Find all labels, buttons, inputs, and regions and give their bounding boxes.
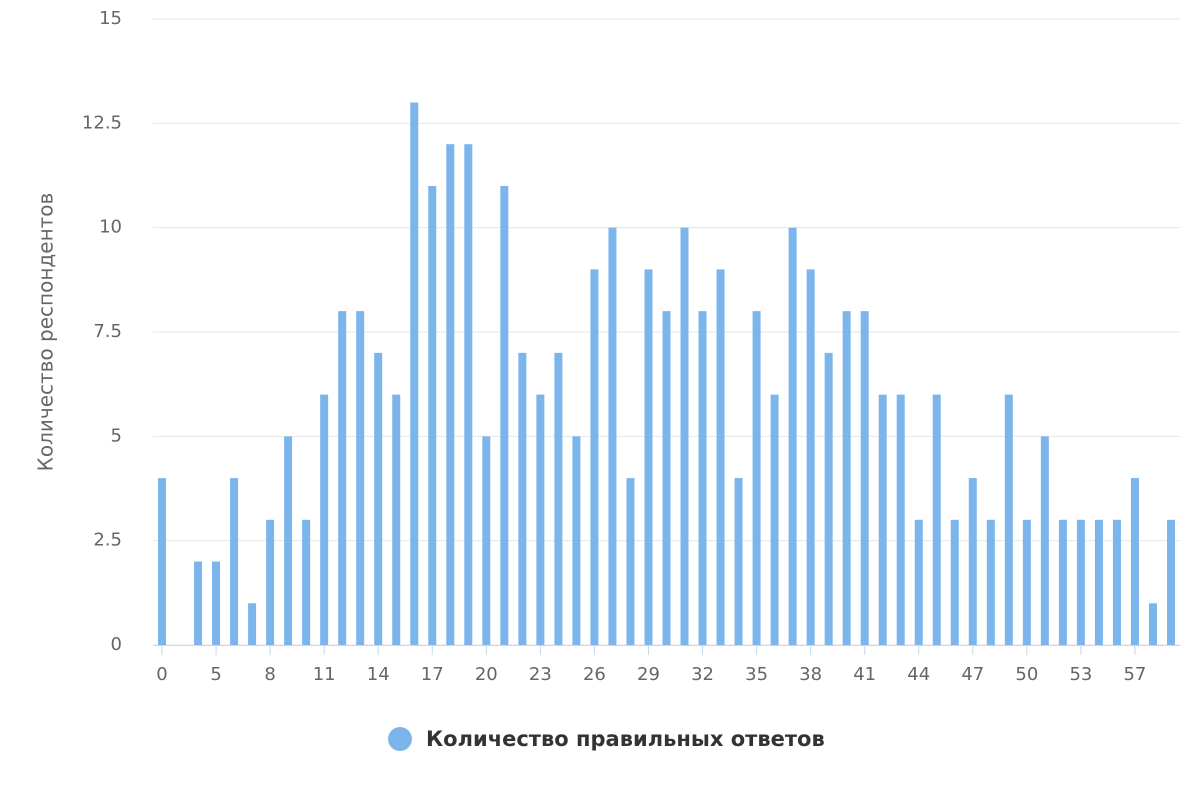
bar: [1022, 519, 1031, 645]
y-tick-label: 2.5: [93, 530, 122, 551]
bar: [1130, 478, 1139, 645]
bar: [752, 311, 761, 645]
bar: [1040, 436, 1049, 645]
bar: [266, 519, 275, 645]
bar: [950, 519, 959, 645]
y-tick-label: 10: [99, 217, 122, 238]
bar: [536, 394, 545, 645]
bar: [716, 269, 725, 645]
x-tick-label: 44: [907, 664, 930, 685]
bar: [626, 478, 635, 645]
x-tick-label: 53: [1069, 664, 1092, 685]
bar: [1112, 519, 1121, 645]
bar: [158, 478, 166, 645]
bar: [1148, 603, 1157, 645]
bar: [302, 519, 311, 645]
bar: [680, 227, 689, 645]
bar: [842, 311, 851, 645]
bar: [968, 478, 977, 645]
bar: [518, 352, 527, 645]
bar: [248, 603, 257, 645]
x-tick-label: 35: [745, 664, 768, 685]
bar: [320, 394, 329, 645]
bar: [392, 394, 401, 645]
bar: [554, 352, 563, 645]
bar: [500, 185, 509, 645]
x-tick-label: 14: [367, 664, 390, 685]
bar: [788, 227, 797, 645]
bar: [212, 561, 221, 645]
bar: [878, 394, 887, 645]
bar: [1094, 519, 1103, 645]
bar: [662, 311, 671, 645]
x-tick-label: 57: [1123, 664, 1146, 685]
bar: [806, 269, 815, 645]
x-tick-label: 0: [156, 664, 167, 685]
bar: [860, 311, 869, 645]
bar: [644, 269, 653, 645]
y-tick-label: 12.5: [82, 112, 122, 133]
legend-marker: [388, 727, 412, 751]
bar: [824, 352, 833, 645]
bar: [770, 394, 779, 645]
x-tick-label: 20: [475, 664, 498, 685]
x-tick-label: 23: [529, 664, 552, 685]
bar: [428, 185, 437, 645]
x-tick-label: 38: [799, 664, 822, 685]
y-tick-label: 15: [99, 8, 122, 29]
bar: [932, 394, 941, 645]
bar: [356, 311, 365, 645]
bar: [194, 561, 203, 645]
x-tick-label: 11: [313, 664, 336, 685]
bar: [1004, 394, 1013, 645]
bar: [230, 478, 239, 645]
bar: [1058, 519, 1067, 645]
y-tick-label: 0: [111, 634, 122, 655]
x-tick-label: 47: [961, 664, 984, 685]
x-tick-label: 50: [1015, 664, 1038, 685]
x-tick-label: 17: [421, 664, 444, 685]
bar: [608, 227, 617, 645]
y-tick-label: 7.5: [93, 321, 122, 342]
bar: [482, 436, 491, 645]
bar: [734, 478, 743, 645]
bar: [338, 311, 347, 645]
x-tick-label: 5: [210, 664, 221, 685]
bar: [410, 102, 419, 645]
bar: [590, 269, 599, 645]
bar: [572, 436, 581, 645]
bar: [374, 352, 383, 645]
bar: [284, 436, 293, 645]
y-tick-label: 5: [111, 425, 122, 446]
legend-label[interactable]: Количество правильных ответов: [426, 727, 825, 751]
bar: [698, 311, 707, 645]
bar: [896, 394, 905, 645]
bar: [1076, 519, 1085, 645]
bar: [914, 519, 923, 645]
y-axis-title: Количество респондентов: [34, 193, 58, 472]
bar: [446, 144, 455, 645]
x-tick-label: 8: [264, 664, 275, 685]
x-tick-label: 26: [583, 664, 606, 685]
x-tick-label: 41: [853, 664, 876, 685]
bar: [986, 519, 995, 645]
bar: [464, 144, 473, 645]
x-tick-label: 32: [691, 664, 714, 685]
x-tick-label: 29: [637, 664, 660, 685]
bar: [1166, 519, 1175, 645]
